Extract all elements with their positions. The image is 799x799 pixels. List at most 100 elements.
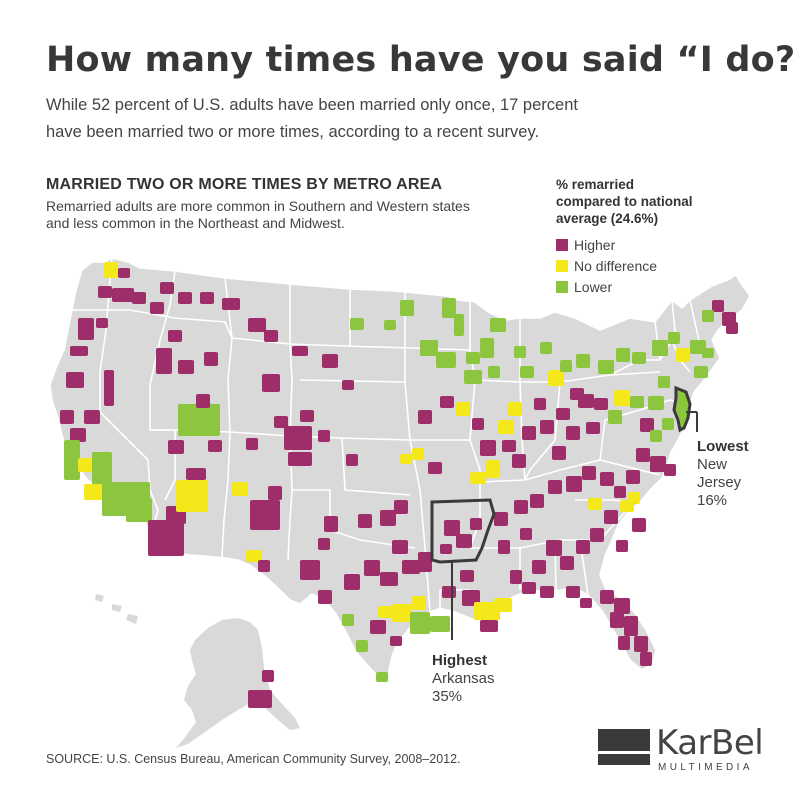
metro-area-higher: [428, 462, 442, 474]
metro-area-no-difference: [412, 596, 426, 610]
metro-area-higher: [548, 480, 562, 494]
source-note: SOURCE: U.S. Census Bureau, American Com…: [46, 752, 461, 766]
metro-area-higher: [364, 560, 380, 576]
metro-area-lower: [356, 640, 368, 652]
description-line: and less common in the Northeast and Mid…: [46, 215, 345, 231]
highest-state: Arkansas: [432, 670, 495, 687]
metro-area-higher: [204, 352, 218, 366]
legend-label: No difference: [574, 258, 658, 274]
metro-area-higher: [84, 410, 100, 424]
metro-area-lower: [64, 440, 80, 480]
metro-area-higher: [292, 346, 308, 356]
metro-area-higher: [250, 500, 280, 530]
metro-area-no-difference: [498, 420, 514, 434]
metro-area-no-difference: [392, 604, 412, 622]
metro-area-lower: [488, 366, 500, 378]
state-highlights: [430, 385, 698, 640]
metro-area-no-difference: [246, 550, 262, 562]
metro-area-no-difference: [474, 602, 500, 620]
metro-area-lower: [702, 310, 714, 322]
metro-area-no-difference: [104, 262, 118, 278]
metro-area-lower: [466, 352, 480, 364]
metro-area-higher: [346, 454, 358, 466]
logo-mark: [598, 729, 650, 765]
metro-area-higher: [196, 394, 210, 408]
metro-area-higher: [480, 620, 498, 632]
metro-area-higher: [258, 560, 270, 572]
metro-area-higher: [318, 538, 330, 550]
metro-area-higher: [150, 302, 164, 314]
metro-area-higher: [60, 410, 74, 424]
metro-area-lower: [490, 318, 506, 332]
metro-area-higher: [522, 426, 536, 440]
metro-area-higher: [418, 410, 432, 424]
metro-area-lower: [648, 396, 664, 410]
metro-area-higher: [70, 346, 88, 356]
metro-area-lower: [520, 366, 534, 378]
metro-area-higher: [594, 398, 608, 410]
metro-area-higher: [534, 398, 546, 410]
metro-area-higher: [614, 598, 630, 614]
metro-area-higher: [112, 288, 134, 302]
metro-area-higher: [156, 348, 172, 374]
metro-area-higher: [540, 586, 554, 598]
metro-area-no-difference: [400, 454, 412, 464]
metro-area-higher: [566, 426, 580, 440]
metro-area-higher: [634, 636, 648, 652]
metro-area-no-difference: [494, 598, 512, 612]
metro-area-higher: [222, 298, 240, 310]
subtitle-line: While 52 percent of U.S. adults have bee…: [46, 96, 578, 114]
new-jersey-outline: [672, 385, 692, 433]
metro-area-higher: [494, 512, 508, 526]
metro-area-higher: [78, 318, 94, 340]
metro-area-higher: [498, 540, 510, 554]
metro-area-higher: [582, 466, 596, 480]
metro-area-higher: [640, 652, 652, 666]
metro-area-lower: [342, 614, 354, 626]
metro-area-higher: [300, 410, 314, 422]
metro-area-no-difference: [508, 402, 522, 416]
metro-area-higher: [262, 670, 274, 682]
metro-area-higher: [98, 286, 112, 298]
metro-area-lower: [400, 300, 414, 316]
legend-title: % remarried compared to national average…: [556, 176, 756, 227]
metro-area-lower: [376, 672, 388, 682]
metro-area-lower: [420, 340, 438, 356]
metro-area-higher: [480, 440, 496, 456]
metro-area-higher: [440, 544, 452, 554]
metro-area-higher: [394, 500, 408, 514]
metro-area-higher: [200, 292, 214, 304]
metro-area-higher: [578, 394, 594, 408]
metro-area-lower: [608, 410, 622, 424]
metro-area-lower: [350, 318, 364, 330]
metro-area-no-difference: [456, 402, 470, 416]
metro-area-lower: [178, 404, 220, 436]
metro-area-higher: [632, 518, 646, 532]
metro-area-higher: [614, 486, 626, 498]
metro-area-no-difference: [486, 460, 500, 478]
metro-area-higher: [168, 330, 182, 342]
metro-area-higher: [178, 292, 192, 304]
metro-area-higher: [324, 516, 338, 532]
metro-area-higher: [712, 300, 724, 312]
metro-area-higher: [726, 322, 738, 334]
metro-area-higher: [246, 438, 258, 450]
metro-area-higher: [402, 560, 420, 574]
metro-area-lower: [632, 352, 646, 364]
metro-area-higher: [274, 416, 288, 428]
metro-area-higher: [556, 408, 570, 420]
metro-area-lower: [464, 370, 482, 384]
karbel-logo: KarBel MULTIMEDIA: [598, 723, 773, 777]
metro-area-higher: [288, 452, 312, 466]
metro-area-higher: [552, 446, 566, 460]
highest-label: Highest: [432, 652, 488, 669]
metro-area-higher: [132, 292, 146, 304]
metro-area-higher: [70, 428, 86, 442]
metro-area-higher: [208, 440, 222, 452]
metro-area-higher: [178, 360, 194, 374]
metro-area-higher: [96, 318, 108, 328]
metro-area-higher: [460, 570, 474, 582]
metro-area-higher: [470, 518, 482, 530]
metro-area-higher: [664, 464, 676, 476]
metro-area-higher: [318, 590, 332, 604]
